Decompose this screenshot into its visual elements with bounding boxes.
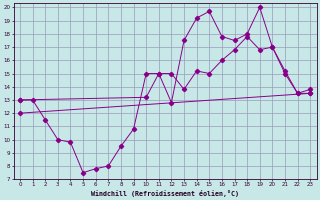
X-axis label: Windchill (Refroidissement éolien,°C): Windchill (Refroidissement éolien,°C) — [91, 190, 239, 197]
